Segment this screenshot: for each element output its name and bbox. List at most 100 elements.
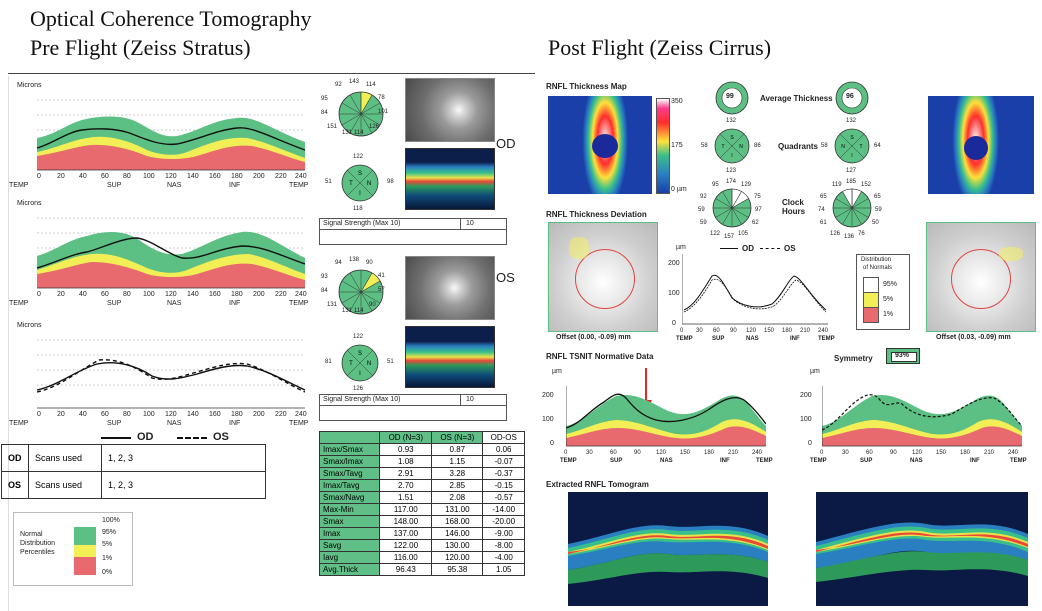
svg-text:I: I [359,371,361,377]
tsnit-ytick: 200 [542,392,554,399]
region: SUP [107,420,122,427]
table-row: OS Scans used 1, 2, 3 [1,471,266,499]
scan-label: Scans used [28,471,102,499]
legend-5-swatch [74,545,96,557]
symmetry-inner [891,352,917,362]
scan-label: Scans used [28,444,102,472]
od-deviation-map [548,222,658,332]
tick: 90 [890,450,897,456]
row-label: Imax/Smax [318,443,381,456]
os-clock-val: 57 [378,287,385,293]
tick: 120 [912,450,923,456]
red-band [37,144,305,170]
tick: 60 [101,291,109,298]
od-value: 2.70 [379,479,433,492]
od-quad-val: 132 [726,118,737,124]
tick: 160 [209,411,221,418]
stratus-os-tsnit-chart [37,217,305,289]
mini-ytick: 200 [668,260,680,267]
legend-1-swatch [74,557,96,575]
tick: 140 [187,291,199,298]
tsnit-title: RNFL TSNIT Normative Data [546,352,654,361]
row-label: Avg.Thick [318,563,381,576]
row-label: Smax/Navg [318,491,381,504]
row-label: Imax/Tavg [318,479,381,492]
tick: 60 [866,450,873,456]
os-clock-val: 76 [858,231,865,237]
tick: 30 [842,450,849,456]
tick: 100 [143,173,155,180]
distribution-of-normals-legend: Distribution of Normals 95% 5% 1% [856,254,910,330]
legend-95-swatch [74,527,96,545]
cirrus-os-clock-hours [832,188,872,228]
legend-tick: 5% [102,541,113,548]
os-average-thickness-circle [835,81,869,115]
tick: 200 [253,173,265,180]
region: INF [720,458,730,464]
tick: 180 [231,291,243,298]
tick: 0 [680,328,684,334]
mini-os-legend: OS [784,244,796,253]
tick: 180 [960,450,971,456]
tick: 120 [746,328,757,334]
table-header-row: OD (N=3) OS (N=3) OD-OS [318,431,525,444]
symmetry-badge: 93% [886,348,920,364]
region: NAS [910,458,923,464]
diff-value: -8.00 [482,539,525,552]
region: TEMP [676,336,693,342]
dist-yellow-swatch [863,292,879,308]
average-thickness-label: Average Thickness [760,94,833,103]
os-clock-val: 65 [820,194,827,200]
tick: 220 [275,411,287,418]
signal-value: 10 [466,396,474,403]
table-row: Avg.Thick 96.43 95.38 1.05 [318,563,525,576]
pre-flight-title-line2: Pre Flight (Zeiss Stratus) [30,35,251,60]
rnfl-map-title: RNFL Thickness Map [546,82,627,91]
scale-tick: 350 [671,98,683,105]
tick: 60 [610,450,617,456]
table-row: Imax/Smax 0.93 0.87 0.06 [318,443,525,456]
od-clock-val: 131 [342,130,353,136]
tsnit-ytick: 100 [542,416,554,423]
table-row: Max-Min 117.00 131.00 -14.00 [318,503,525,516]
svg-text:T: T [349,361,353,367]
od-quad-val: 98 [387,179,394,185]
od-clock-val: 84 [321,110,328,116]
od-clock-val: 105 [738,231,749,237]
os-deviation-yellow-area [999,247,1023,261]
scan-eye: OD [1,444,29,472]
tick: 210 [984,450,995,456]
os-signal-row2 [319,405,507,421]
tick: 40 [79,411,87,418]
scans-used-table: OD Scans used 1, 2, 3 OS Scans used 1, 2… [1,444,266,499]
od-average-value: 99 [726,93,734,100]
signal-divider [460,395,461,405]
od-legend-line [101,437,131,439]
od-value: 2.91 [379,467,433,480]
thickness-color-scale [656,98,670,194]
quad-letter-t: T [349,181,353,187]
mini-ytick: 100 [668,290,680,297]
os-offset-label: Offset (0.03, -0.09) mm [936,334,1011,341]
os-clock-val: 84 [321,288,328,294]
od-clock-val: 95 [321,96,328,102]
tick: 60 [101,411,109,418]
region: NAS [660,458,673,464]
od-average-thickness-circle [715,81,749,115]
tick: 240 [818,328,829,334]
mini-od-legend-line [720,248,738,249]
os-clock-val: 90 [369,302,376,308]
row-label: Smax/Imax [318,455,381,468]
legend-tick: 95% [102,529,117,536]
row-label: Smax/Tavg [318,467,381,480]
od-legend-label: OD [137,431,154,443]
os-clock-val: 119 [832,182,842,188]
os-value: 131.00 [431,503,484,516]
tick: 220 [275,291,287,298]
mini-chart-ylabel: µm [676,244,686,251]
region: TEMP [9,420,29,427]
os-quad-val: 127 [846,168,857,174]
mini-os-legend-line [760,248,780,249]
os-value: 146.00 [431,527,484,540]
tsnit-ytick: 0 [550,440,554,447]
